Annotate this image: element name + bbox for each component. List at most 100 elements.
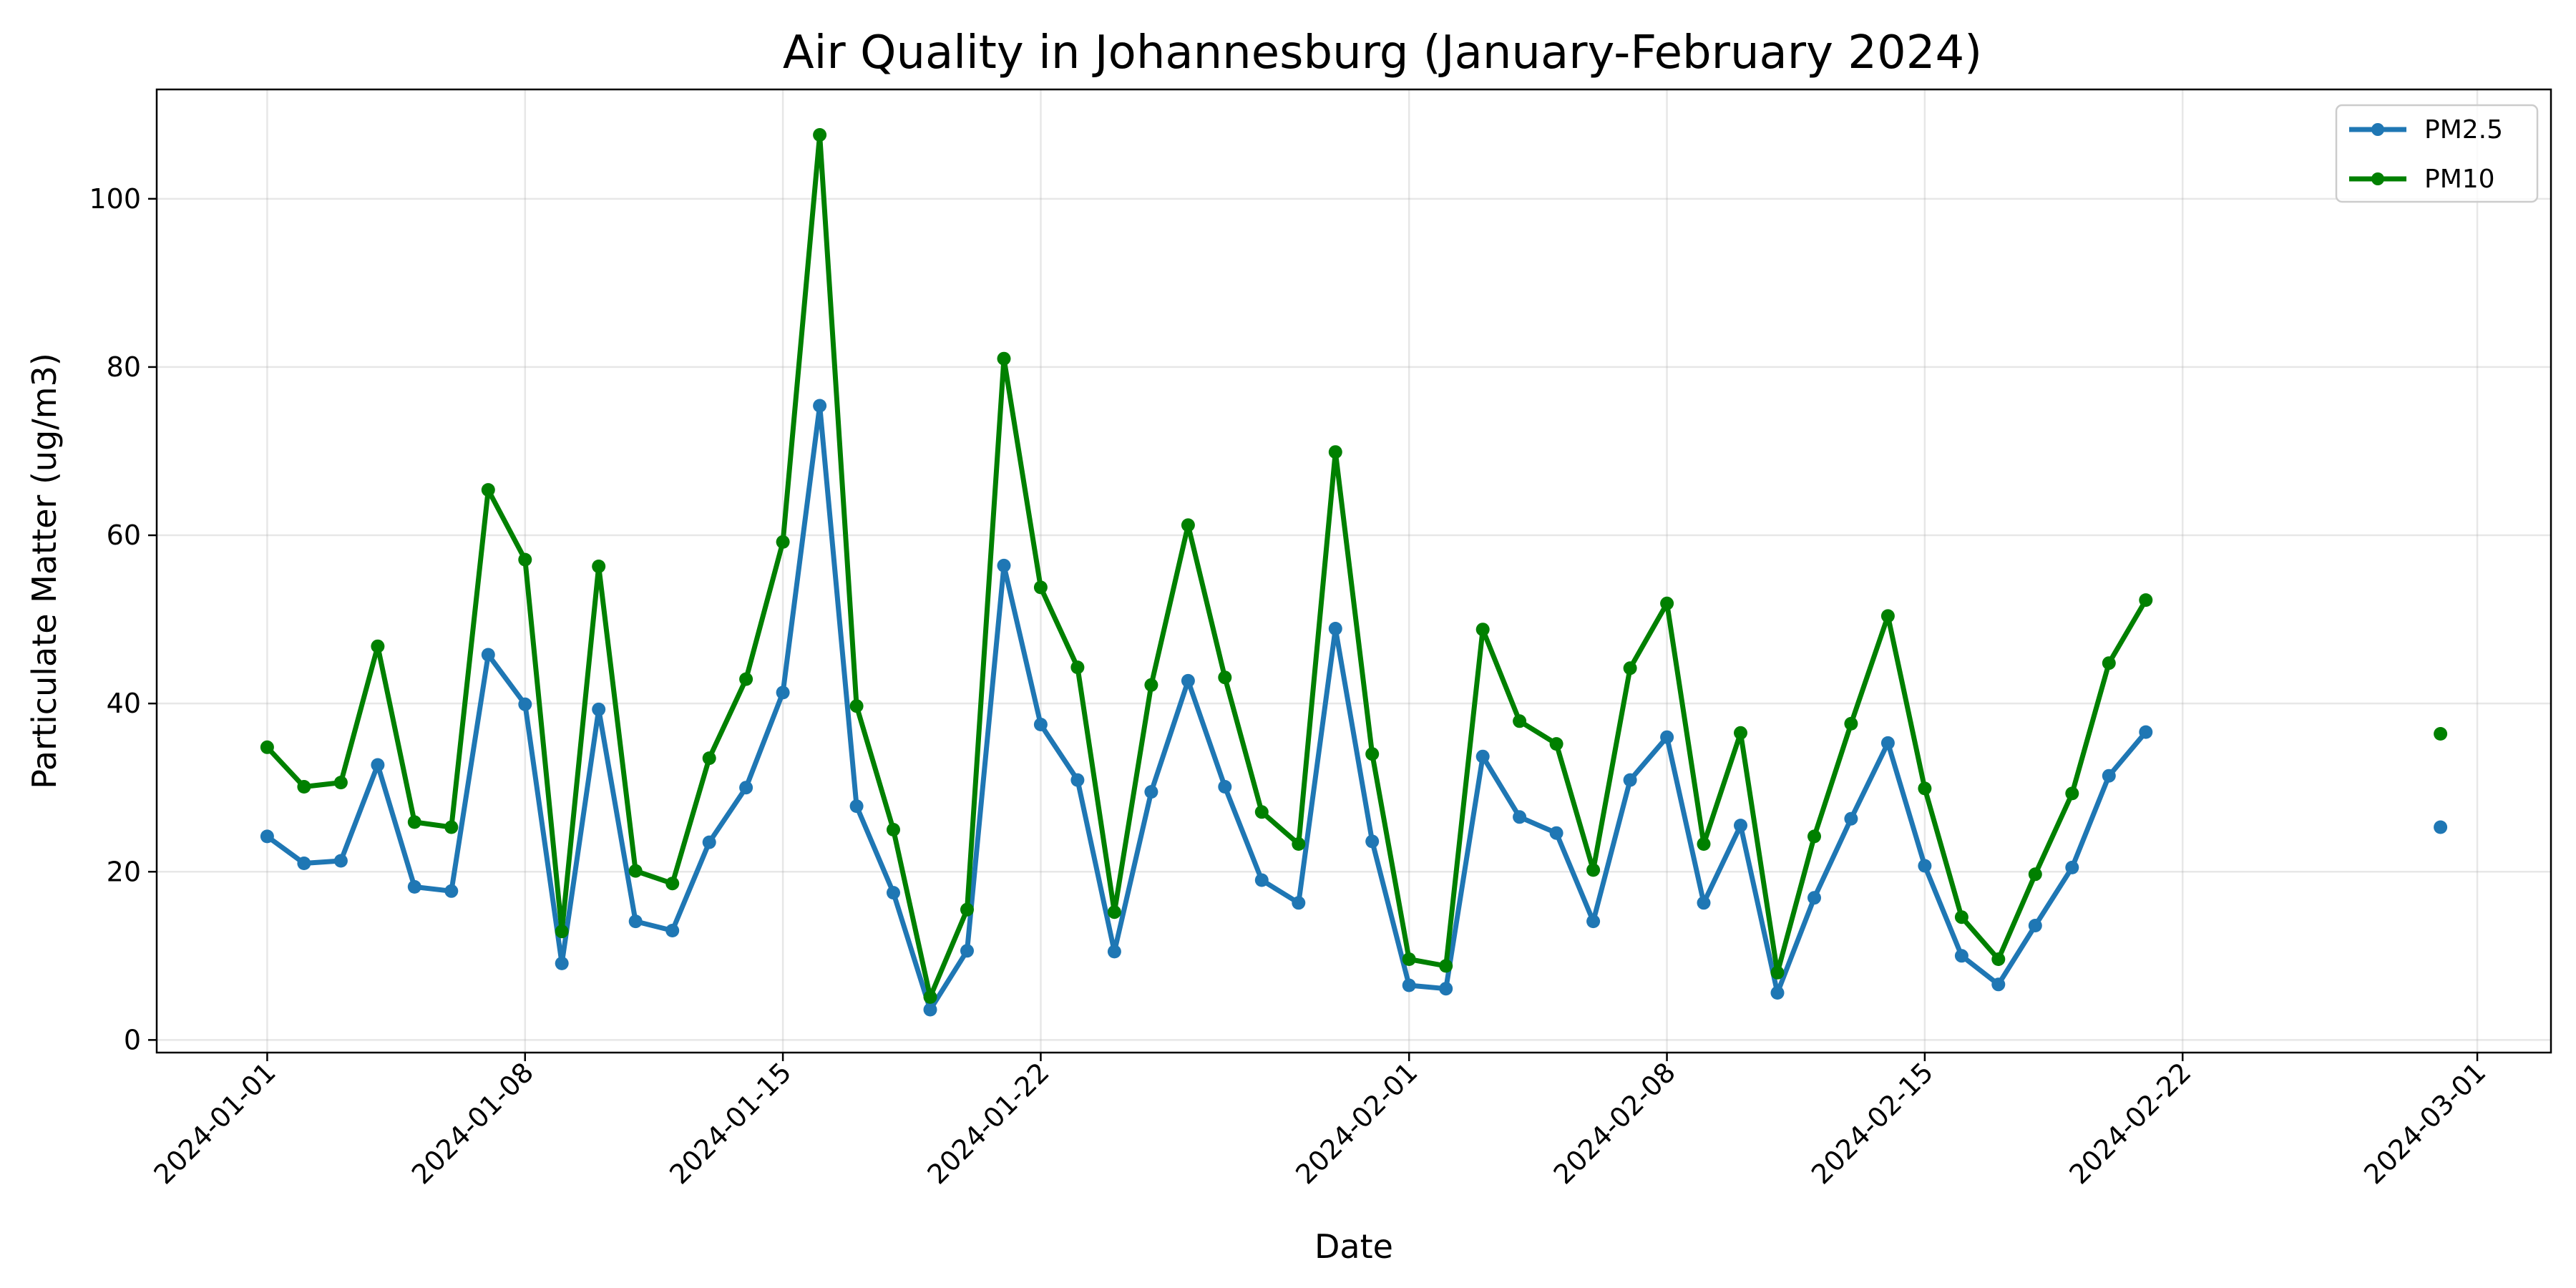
data-point-pm25 <box>2028 919 2042 932</box>
y-tick-label: 20 <box>107 856 141 887</box>
data-point-pm25 <box>1181 673 1195 688</box>
data-point-pm10 <box>1954 910 1968 924</box>
data-point-pm10 <box>1623 661 1637 675</box>
data-point-pm10 <box>1660 596 1674 610</box>
data-point-pm10 <box>923 990 937 1004</box>
data-point-pm25 <box>1880 736 1895 750</box>
legend-label-pm25: PM2.5 <box>2424 115 2503 145</box>
data-point-pm25 <box>776 686 790 700</box>
data-point-pm25 <box>1549 826 1563 840</box>
data-point-pm10 <box>2102 656 2116 670</box>
data-point-pm10 <box>1770 965 1785 980</box>
data-point-pm10 <box>1697 837 1711 851</box>
data-point-pm25 <box>1439 982 1453 996</box>
data-point-pm25 <box>960 944 974 958</box>
data-point-pm25 <box>997 558 1011 572</box>
data-point-pm10 <box>1144 678 1158 692</box>
data-point-pm10 <box>997 351 1011 366</box>
data-point-pm10 <box>849 699 864 713</box>
data-point-pm25 <box>2139 725 2153 739</box>
plot-frame <box>155 88 2552 1054</box>
data-point-pm10 <box>2028 867 2042 882</box>
data-point-pm25 <box>665 924 680 937</box>
y-axis-label: Particulate Matter (ug/m3) <box>25 353 64 789</box>
data-point-pm25 <box>1218 780 1232 794</box>
data-point-pm10 <box>1586 863 1601 877</box>
data-point-pm10 <box>2065 786 2079 801</box>
data-point-pm10 <box>1070 660 1085 675</box>
data-point-pm25 <box>1660 730 1674 744</box>
y-tick-label: 0 <box>124 1024 141 1055</box>
data-point-pm10 <box>1734 726 1747 740</box>
legend-marker-pm10 <box>2371 172 2384 185</box>
data-point-pm10 <box>1549 737 1563 751</box>
data-point-pm25 <box>1254 873 1269 887</box>
data-point-pm10 <box>1991 952 2006 966</box>
data-point-pm10 <box>1513 714 1527 728</box>
data-point-pm25 <box>887 886 900 900</box>
data-point-pm25 <box>1475 749 1490 763</box>
data-point-pm10 <box>297 780 311 794</box>
data-point-pm10 <box>333 776 348 790</box>
data-point-pm10 <box>1475 623 1490 637</box>
data-point-pm25 <box>1954 949 1968 963</box>
data-point-pm10 <box>1181 518 1195 532</box>
data-point-pm25 <box>1365 834 1380 849</box>
data-point-pm10 <box>813 128 827 142</box>
data-point-pm25 <box>333 854 348 868</box>
data-point-pm10 <box>1033 580 1048 595</box>
data-point-pm10 <box>665 877 680 891</box>
data-point-pm25 <box>1734 819 1747 833</box>
data-point-pm25 <box>2434 820 2448 834</box>
grid <box>157 89 2551 1053</box>
legend-marker-pm25 <box>2371 123 2384 136</box>
data-point-pm25 <box>1918 859 1932 873</box>
data-point-pm25 <box>1623 773 1637 787</box>
legend-label-pm10: PM10 <box>2424 165 2495 194</box>
chart-title: Air Quality in Johannesburg (January-Feb… <box>783 26 1982 79</box>
data-point-pm10 <box>628 864 643 878</box>
data-point-pm10 <box>776 535 790 549</box>
legend-entry-pm10: PM10 <box>2349 165 2495 194</box>
data-point-pm10 <box>407 815 421 829</box>
data-point-pm10 <box>371 639 385 653</box>
y-tick-label: 100 <box>89 183 141 215</box>
data-point-pm10 <box>555 924 569 939</box>
data-point-pm10 <box>481 483 495 497</box>
data-point-pm25 <box>628 914 643 929</box>
data-point-pm25 <box>1844 811 1858 826</box>
data-point-pm10 <box>518 552 532 567</box>
data-point-pm25 <box>1770 986 1785 1000</box>
data-point-pm10 <box>1365 747 1380 761</box>
data-point-pm25 <box>297 857 311 870</box>
data-point-pm25 <box>371 758 385 772</box>
data-point-pm25 <box>1033 718 1048 731</box>
data-point-pm25 <box>1292 896 1306 910</box>
series-pm25 <box>260 399 2448 1017</box>
data-point-pm10 <box>1218 670 1232 685</box>
data-point-pm25 <box>555 956 569 970</box>
legend: PM2.5 PM10 <box>2335 104 2539 203</box>
data-point-pm25 <box>1586 914 1601 929</box>
data-point-pm25 <box>444 884 459 898</box>
data-point-pm10 <box>1807 829 1821 844</box>
data-point-pm10 <box>444 820 459 834</box>
data-point-pm10 <box>1292 837 1306 851</box>
data-point-pm25 <box>702 835 716 849</box>
data-point-pm10 <box>592 560 606 573</box>
data-point-pm25 <box>1144 785 1158 799</box>
y-tick-label: 60 <box>107 519 141 551</box>
data-point-pm10 <box>1844 716 1858 731</box>
data-point-pm25 <box>518 697 532 711</box>
x-axis-label: Date <box>1314 1227 1393 1266</box>
data-point-pm25 <box>1513 810 1527 824</box>
data-point-pm25 <box>1807 891 1821 905</box>
data-point-pm10 <box>1918 781 1932 796</box>
y-tick-label: 80 <box>107 351 141 383</box>
data-point-pm10 <box>1107 905 1121 919</box>
data-point-pm25 <box>1107 945 1121 959</box>
data-point-pm25 <box>1402 978 1416 992</box>
data-point-pm10 <box>702 751 716 766</box>
